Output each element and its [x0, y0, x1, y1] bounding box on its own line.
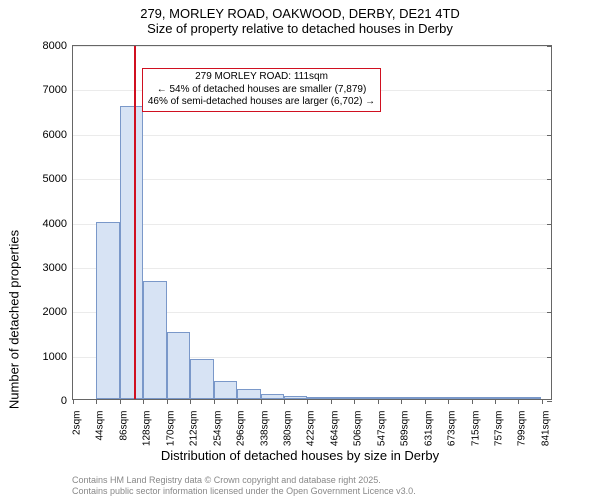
histogram-bar — [190, 359, 213, 399]
histogram-bar — [96, 222, 119, 400]
x-tick-label: 44sqm — [95, 411, 106, 441]
y-tick-label: 0 — [25, 395, 73, 407]
title-line-2: Size of property relative to detached ho… — [0, 21, 600, 36]
y-tick-label: 4000 — [25, 218, 73, 230]
y-tick-label: 7000 — [25, 84, 73, 96]
footer-line-1: Contains HM Land Registry data © Crown c… — [72, 475, 416, 486]
x-tick-mark — [261, 399, 262, 404]
grid-line — [73, 268, 551, 269]
x-tick-label: 254sqm — [212, 411, 223, 447]
chart-container: 279, MORLEY ROAD, OAKWOOD, DERBY, DE21 4… — [0, 0, 600, 500]
annotation-line-3: 46% of semi-detached houses are larger (… — [148, 96, 375, 109]
y-tick-label: 8000 — [25, 40, 73, 52]
histogram-bar — [424, 397, 447, 399]
histogram-bar — [377, 397, 400, 399]
x-tick-mark — [237, 399, 238, 404]
x-tick-label: 841sqm — [540, 411, 551, 447]
y-tick-mark — [547, 401, 552, 402]
x-tick-mark — [518, 399, 519, 404]
histogram-bar — [261, 394, 284, 399]
x-tick-label: 715sqm — [470, 411, 481, 447]
y-tick-label: 2000 — [25, 306, 73, 318]
annotation-box: 279 MORLEY ROAD: 111sqm← 54% of detached… — [142, 68, 381, 112]
x-tick-mark — [542, 399, 543, 404]
histogram-bar — [307, 397, 330, 399]
x-tick-mark — [401, 399, 402, 404]
x-tick-label: 170sqm — [165, 411, 176, 447]
x-tick-label: 631sqm — [423, 411, 434, 447]
x-tick-label: 757sqm — [493, 411, 504, 447]
annotation-line-2: ← 54% of detached houses are smaller (7,… — [148, 84, 375, 97]
x-tick-mark — [167, 399, 168, 404]
x-tick-label: 422sqm — [306, 411, 317, 447]
x-tick-mark — [214, 399, 215, 404]
x-tick-label: 2sqm — [72, 411, 83, 435]
histogram-bar — [284, 396, 307, 399]
x-tick-label: 212sqm — [189, 411, 200, 447]
x-tick-label: 338sqm — [259, 411, 270, 447]
y-tick-mark — [547, 46, 552, 47]
histogram-bar — [401, 397, 424, 399]
x-tick-mark — [495, 399, 496, 404]
x-tick-label: 296sqm — [236, 411, 247, 447]
x-tick-label: 86sqm — [118, 411, 129, 441]
x-tick-label: 464sqm — [329, 411, 340, 447]
histogram-bar — [471, 397, 494, 399]
x-tick-label: 380sqm — [282, 411, 293, 447]
grid-line — [73, 179, 551, 180]
y-axis-label: Number of detached properties — [7, 230, 22, 409]
histogram-bar — [331, 397, 354, 399]
y-tick-mark — [547, 224, 552, 225]
y-tick-mark — [547, 357, 552, 358]
x-tick-label: 128sqm — [142, 411, 153, 447]
histogram-bar — [354, 397, 377, 399]
y-tick-mark — [547, 90, 552, 91]
y-tick-label: 3000 — [25, 262, 73, 274]
property-size-marker — [134, 46, 136, 399]
y-tick-label: 5000 — [25, 173, 73, 185]
footer-line-2: Contains public sector information licen… — [72, 486, 416, 497]
y-tick-mark — [547, 179, 552, 180]
histogram-bar — [237, 389, 260, 399]
x-tick-mark — [143, 399, 144, 404]
y-tick-mark — [547, 268, 552, 269]
x-tick-label: 547sqm — [376, 411, 387, 447]
x-tick-mark — [472, 399, 473, 404]
chart-title: 279, MORLEY ROAD, OAKWOOD, DERBY, DE21 4… — [0, 6, 600, 36]
grid-line — [73, 135, 551, 136]
x-tick-mark — [73, 399, 74, 404]
histogram-bar — [494, 397, 517, 399]
x-tick-mark — [284, 399, 285, 404]
histogram-bar — [167, 332, 190, 399]
histogram-bar — [448, 397, 471, 399]
x-tick-mark — [307, 399, 308, 404]
grid-line — [73, 46, 551, 47]
y-tick-mark — [547, 312, 552, 313]
x-tick-label: 506sqm — [353, 411, 364, 447]
x-tick-mark — [354, 399, 355, 404]
y-tick-label: 1000 — [25, 351, 73, 363]
histogram-bar — [120, 106, 143, 399]
x-tick-mark — [378, 399, 379, 404]
histogram-bar — [518, 397, 541, 399]
x-tick-mark — [120, 399, 121, 404]
x-tick-mark — [331, 399, 332, 404]
x-tick-label: 799sqm — [517, 411, 528, 447]
grid-line — [73, 224, 551, 225]
y-tick-mark — [547, 135, 552, 136]
x-tick-label: 589sqm — [400, 411, 411, 447]
histogram-bar — [143, 281, 166, 399]
histogram-bar — [214, 381, 237, 399]
x-axis-label: Distribution of detached houses by size … — [0, 448, 600, 463]
x-tick-mark — [96, 399, 97, 404]
x-tick-mark — [190, 399, 191, 404]
plot-area: 0100020003000400050006000700080002sqm44s… — [72, 45, 552, 400]
x-tick-mark — [448, 399, 449, 404]
footer-attribution: Contains HM Land Registry data © Crown c… — [72, 475, 416, 497]
title-line-1: 279, MORLEY ROAD, OAKWOOD, DERBY, DE21 4… — [0, 6, 600, 21]
x-tick-label: 673sqm — [447, 411, 458, 447]
annotation-line-1: 279 MORLEY ROAD: 111sqm — [148, 71, 375, 84]
y-tick-label: 6000 — [25, 129, 73, 141]
x-tick-mark — [425, 399, 426, 404]
